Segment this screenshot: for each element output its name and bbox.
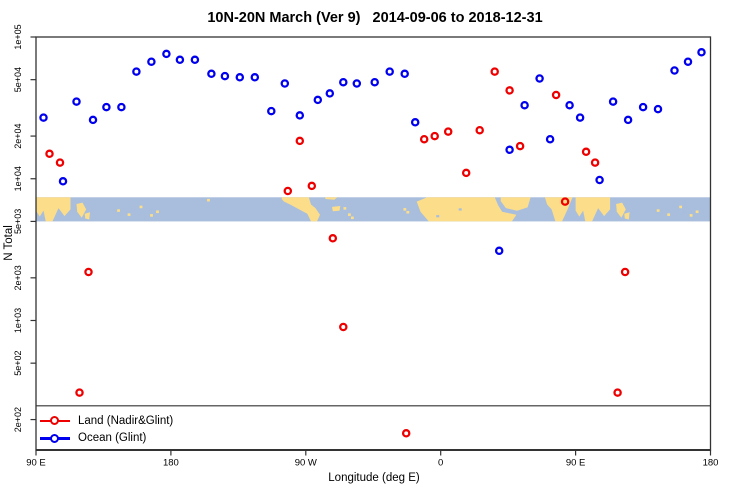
legend-label-ocean: Ocean (Glint) bbox=[78, 432, 147, 445]
svg-text:0: 0 bbox=[438, 458, 443, 469]
data-points-ocean bbox=[39, 48, 706, 256]
legend-item-land: Land (Nadir&Glint) bbox=[40, 412, 173, 430]
legend: Land (Nadir&Glint) Ocean (Glint) bbox=[40, 412, 173, 447]
svg-text:2e+02: 2e+02 bbox=[13, 407, 23, 432]
svg-text:1e+04: 1e+04 bbox=[13, 166, 23, 191]
chart-title: 10N-20N March (Ver 9) 2014-09-06 to 2018… bbox=[207, 10, 543, 26]
ocean-marker-icon bbox=[40, 432, 70, 444]
svg-text:2e+04: 2e+04 bbox=[13, 123, 23, 148]
y-axis: 1e+05 5e+04 2e+04 1e+04 5e+03 2e+03 1e+03 5e+02… bbox=[13, 24, 36, 432]
legend-label-land: Land (Nadir&Glint) bbox=[78, 414, 174, 427]
land-marker-icon bbox=[40, 415, 70, 427]
y-axis-label: N Total bbox=[3, 225, 15, 261]
svg-text:90 W: 90 W bbox=[295, 458, 317, 469]
svg-text:5e+02: 5e+02 bbox=[13, 351, 23, 376]
plot-frame bbox=[35, 36, 712, 451]
x-axis-label: Longitude (deg E) bbox=[328, 472, 420, 484]
data-points-land bbox=[45, 67, 630, 438]
svg-text:180: 180 bbox=[163, 458, 179, 469]
map-band bbox=[36, 197, 711, 222]
legend-item-ocean: Ocean (Glint) bbox=[40, 430, 173, 448]
svg-text:5e+04: 5e+04 bbox=[13, 67, 23, 92]
svg-text:90 E: 90 E bbox=[566, 458, 586, 469]
svg-text:1e+03: 1e+03 bbox=[13, 308, 23, 333]
svg-text:5e+03: 5e+03 bbox=[13, 209, 23, 234]
svg-text:90 E: 90 E bbox=[26, 458, 46, 469]
svg-text:180: 180 bbox=[703, 458, 719, 469]
x-axis: 90 E 180 90 W 0 90 E 180 bbox=[26, 450, 718, 469]
svg-text:1e+05: 1e+05 bbox=[13, 24, 23, 49]
svg-text:2e+03: 2e+03 bbox=[13, 265, 23, 290]
